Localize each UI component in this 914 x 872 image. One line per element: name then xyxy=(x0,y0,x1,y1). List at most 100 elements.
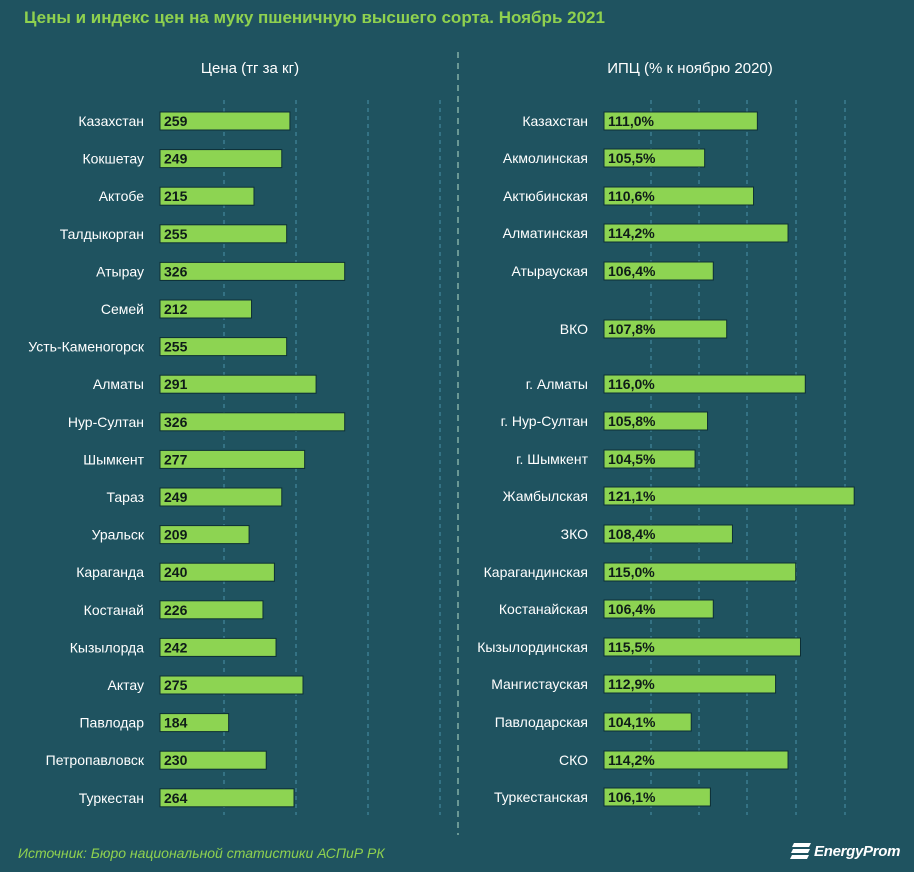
cpi-bar xyxy=(603,637,801,657)
price-value-label: 255 xyxy=(164,339,188,355)
source-note: Источник: Бюро национальной статистики А… xyxy=(18,845,385,861)
cpi-value-label: 115,0% xyxy=(608,564,655,580)
price-bar xyxy=(159,111,291,131)
cpi-bar xyxy=(603,411,709,431)
price-bar xyxy=(159,299,253,319)
price-value-label: 249 xyxy=(164,489,188,505)
price-bar xyxy=(159,675,304,695)
cpi-bar xyxy=(603,449,696,469)
cpi-category-label: ЗКО xyxy=(561,526,588,542)
cpi-bar xyxy=(603,674,777,694)
price-value-label: 230 xyxy=(164,752,188,768)
price-bar xyxy=(159,374,317,394)
cpi-category-label: ВКО xyxy=(560,321,588,337)
price-value-label: 264 xyxy=(164,790,188,806)
price-bar xyxy=(159,412,346,432)
price-value-label: 259 xyxy=(164,113,188,129)
price-value-label: 326 xyxy=(164,263,188,279)
cpi-bar xyxy=(603,319,728,339)
price-value-label: 240 xyxy=(164,564,188,580)
price-value-label: 209 xyxy=(164,527,188,543)
price-category-label: Караганда xyxy=(76,564,144,580)
logo-stripes-icon xyxy=(790,843,811,859)
cpi-bar xyxy=(603,261,714,281)
cpi-bar xyxy=(603,750,789,770)
cpi-category-label: Кызылординская xyxy=(477,639,588,655)
price-category-label: Нур-Султан xyxy=(68,414,144,430)
cpi-category-label: Алматинская xyxy=(503,225,588,241)
cpi-value-label: 115,5% xyxy=(608,639,655,655)
cpi-value-label: 106,4% xyxy=(608,601,656,617)
price-bar xyxy=(159,562,275,582)
cpi-category-label: СКО xyxy=(559,752,588,768)
price-bar xyxy=(159,224,288,244)
cpi-category-label: Костанайская xyxy=(499,601,588,617)
price-category-label: Актау xyxy=(107,677,144,693)
price-category-label: Шымкент xyxy=(83,451,144,467)
cpi-bar xyxy=(603,374,806,394)
cpi-value-label: 106,4% xyxy=(608,263,656,279)
cpi-value-label: 104,1% xyxy=(608,714,656,730)
cpi-bar xyxy=(603,186,755,206)
cpi-bar xyxy=(603,148,706,168)
cpi-bar xyxy=(603,787,711,807)
price-panel-subtitle: Цена (тг за кг) xyxy=(200,60,300,77)
price-category-label: Петропавловск xyxy=(46,752,145,768)
price-value-label: 255 xyxy=(164,226,188,242)
price-bar xyxy=(159,637,277,657)
price-category-label: Усть-Каменогорск xyxy=(28,339,145,355)
price-category-label: Туркестан xyxy=(79,790,144,806)
price-value-label: 242 xyxy=(164,639,188,655)
cpi-value-label: 107,8% xyxy=(608,321,656,337)
price-category-label: Алматы xyxy=(93,376,144,392)
cpi-value-label: 108,4% xyxy=(608,526,656,542)
cpi-panel-subtitle: ИПЦ (% к ноябрю 2020) xyxy=(607,60,773,77)
price-bar xyxy=(159,750,267,770)
cpi-category-label: Мангистауская xyxy=(491,676,588,692)
price-value-label: 275 xyxy=(164,677,188,693)
cpi-bar xyxy=(603,223,789,243)
cpi-bar xyxy=(603,111,758,131)
energyprom-logo: EnergyProm xyxy=(790,842,901,860)
cpi-category-label: Карагандинская xyxy=(484,564,588,580)
cpi-category-label: г. Алматы xyxy=(526,376,588,392)
price-category-label: Костанай xyxy=(84,602,144,618)
cpi-category-label: Актюбинская xyxy=(503,188,588,204)
cpi-category-label: Жамбылская xyxy=(503,488,588,504)
price-value-label: 277 xyxy=(164,451,188,467)
cpi-value-label: 104,5% xyxy=(608,451,656,467)
chart-plot-area: Казахстан 259 Кокшетау 249 Актобе 215 Талдыкор… xyxy=(28,52,855,835)
price-value-label: 184 xyxy=(164,715,188,731)
price-bar xyxy=(159,149,283,169)
price-category-label: Уральск xyxy=(92,527,145,543)
price-category-label: Тараз xyxy=(106,489,144,505)
price-bar xyxy=(159,449,306,469)
cpi-category-label: г. Нур-Султан xyxy=(501,413,588,429)
cpi-category-label: Казахстан xyxy=(522,113,588,129)
cpi-value-label: 111,0% xyxy=(608,113,654,129)
price-bar xyxy=(159,186,255,206)
cpi-category-label: Акмолинская xyxy=(503,150,588,166)
price-category-label: Казахстан xyxy=(78,113,144,129)
price-bar xyxy=(159,788,295,808)
price-value-label: 326 xyxy=(164,414,188,430)
price-category-label: Кокшетау xyxy=(82,151,144,167)
cpi-value-label: 121,1% xyxy=(608,488,656,504)
cpi-value-label: 114,2% xyxy=(608,225,655,241)
price-bar xyxy=(159,261,346,281)
price-value-label: 291 xyxy=(164,376,188,392)
cpi-category-label: Павлодарская xyxy=(495,714,588,730)
logo-text: EnergyProm xyxy=(814,842,901,860)
price-bar xyxy=(159,525,250,545)
cpi-value-label: 110,6% xyxy=(608,188,655,204)
price-bar xyxy=(159,487,283,507)
price-value-label: 212 xyxy=(164,301,188,317)
price-category-label: Кызылорда xyxy=(70,639,144,655)
price-category-label: Актобе xyxy=(99,188,145,204)
cpi-bar xyxy=(603,562,797,582)
price-value-label: 249 xyxy=(164,151,188,167)
cpi-bar xyxy=(603,599,714,619)
cpi-category-label: г. Шымкент xyxy=(516,451,588,467)
cpi-bar xyxy=(603,712,692,732)
